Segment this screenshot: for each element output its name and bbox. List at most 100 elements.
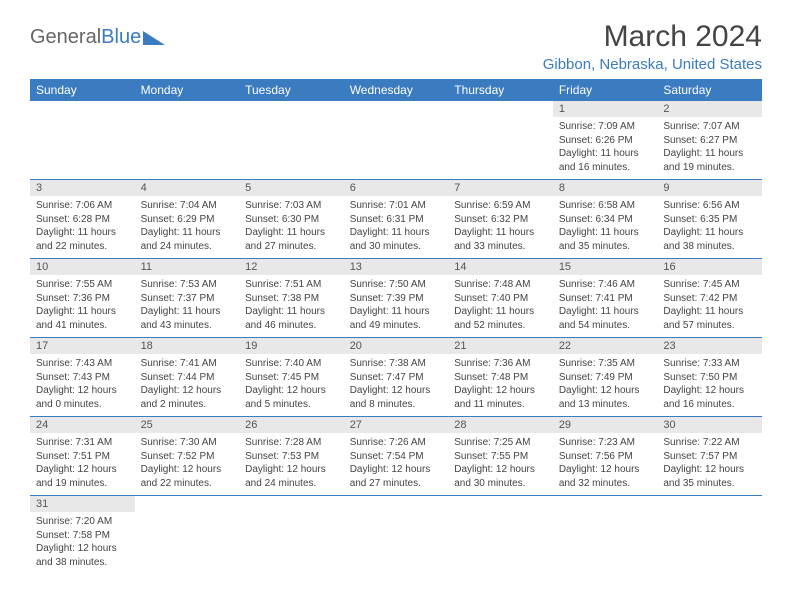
day-number: 28 xyxy=(448,417,553,433)
sunrise: Sunrise: 7:41 AM xyxy=(141,357,234,371)
day-number: 31 xyxy=(30,496,135,512)
sunset: Sunset: 6:29 PM xyxy=(141,213,234,227)
sunset: Sunset: 7:52 PM xyxy=(141,450,234,464)
daylight: Daylight: 12 hours and 5 minutes. xyxy=(245,384,338,411)
day-body: Sunrise: 7:06 AMSunset: 6:28 PMDaylight:… xyxy=(30,196,135,258)
sunrise: Sunrise: 7:35 AM xyxy=(559,357,652,371)
daylight: Daylight: 12 hours and 19 minutes. xyxy=(36,463,129,490)
sunrise: Sunrise: 7:48 AM xyxy=(454,278,547,292)
day-number: 19 xyxy=(239,338,344,354)
day-cell: 3Sunrise: 7:06 AMSunset: 6:28 PMDaylight… xyxy=(30,180,135,259)
sunset: Sunset: 7:49 PM xyxy=(559,371,652,385)
day-body: Sunrise: 7:46 AMSunset: 7:41 PMDaylight:… xyxy=(553,275,658,337)
daylight: Daylight: 12 hours and 2 minutes. xyxy=(141,384,234,411)
day-cell: 26Sunrise: 7:28 AMSunset: 7:53 PMDayligh… xyxy=(239,417,344,496)
sunset: Sunset: 7:53 PM xyxy=(245,450,338,464)
sunrise: Sunrise: 7:45 AM xyxy=(663,278,756,292)
day-number: 23 xyxy=(657,338,762,354)
day-cell: 15Sunrise: 7:46 AMSunset: 7:41 PMDayligh… xyxy=(553,259,658,338)
day-cell: 2Sunrise: 7:07 AMSunset: 6:27 PMDaylight… xyxy=(657,101,762,180)
daylight: Daylight: 12 hours and 24 minutes. xyxy=(245,463,338,490)
day-number: 14 xyxy=(448,259,553,275)
day-cell: 1Sunrise: 7:09 AMSunset: 6:26 PMDaylight… xyxy=(553,101,658,180)
day-cell xyxy=(344,496,449,575)
day-cell: 24Sunrise: 7:31 AMSunset: 7:51 PMDayligh… xyxy=(30,417,135,496)
day-cell xyxy=(553,496,658,575)
weekday-monday: Monday xyxy=(135,79,240,101)
day-cell xyxy=(344,101,449,180)
daylight: Daylight: 12 hours and 22 minutes. xyxy=(141,463,234,490)
day-number: 11 xyxy=(135,259,240,275)
day-cell: 6Sunrise: 7:01 AMSunset: 6:31 PMDaylight… xyxy=(344,180,449,259)
day-body: Sunrise: 7:26 AMSunset: 7:54 PMDaylight:… xyxy=(344,433,449,495)
weekday-wednesday: Wednesday xyxy=(344,79,449,101)
day-body: Sunrise: 7:36 AMSunset: 7:48 PMDaylight:… xyxy=(448,354,553,416)
daylight: Daylight: 12 hours and 11 minutes. xyxy=(454,384,547,411)
day-cell: 4Sunrise: 7:04 AMSunset: 6:29 PMDaylight… xyxy=(135,180,240,259)
sunrise: Sunrise: 7:55 AM xyxy=(36,278,129,292)
day-cell: 25Sunrise: 7:30 AMSunset: 7:52 PMDayligh… xyxy=(135,417,240,496)
flag-icon xyxy=(143,31,165,45)
daylight: Daylight: 11 hours and 19 minutes. xyxy=(663,147,756,174)
day-number: 9 xyxy=(657,180,762,196)
day-body: Sunrise: 7:43 AMSunset: 7:43 PMDaylight:… xyxy=(30,354,135,416)
day-body: Sunrise: 7:50 AMSunset: 7:39 PMDaylight:… xyxy=(344,275,449,337)
weekday-saturday: Saturday xyxy=(657,79,762,101)
day-number: 7 xyxy=(448,180,553,196)
day-number: 30 xyxy=(657,417,762,433)
daylight: Daylight: 12 hours and 32 minutes. xyxy=(559,463,652,490)
day-cell xyxy=(135,101,240,180)
daylight: Daylight: 12 hours and 0 minutes. xyxy=(36,384,129,411)
daylight: Daylight: 11 hours and 43 minutes. xyxy=(141,305,234,332)
day-number: 24 xyxy=(30,417,135,433)
day-number: 2 xyxy=(657,101,762,117)
daylight: Daylight: 11 hours and 54 minutes. xyxy=(559,305,652,332)
day-body: Sunrise: 6:58 AMSunset: 6:34 PMDaylight:… xyxy=(553,196,658,258)
sunset: Sunset: 6:32 PM xyxy=(454,213,547,227)
month-year: March 2024 xyxy=(543,20,762,54)
day-cell: 11Sunrise: 7:53 AMSunset: 7:37 PMDayligh… xyxy=(135,259,240,338)
sunset: Sunset: 6:34 PM xyxy=(559,213,652,227)
daylight: Daylight: 11 hours and 22 minutes. xyxy=(36,226,129,253)
sunset: Sunset: 6:31 PM xyxy=(350,213,443,227)
sunset: Sunset: 7:55 PM xyxy=(454,450,547,464)
daylight: Daylight: 12 hours and 8 minutes. xyxy=(350,384,443,411)
sunset: Sunset: 6:28 PM xyxy=(36,213,129,227)
day-cell: 27Sunrise: 7:26 AMSunset: 7:54 PMDayligh… xyxy=(344,417,449,496)
sunrise: Sunrise: 7:04 AM xyxy=(141,199,234,213)
sunrise: Sunrise: 7:23 AM xyxy=(559,436,652,450)
sunset: Sunset: 7:39 PM xyxy=(350,292,443,306)
day-cell: 29Sunrise: 7:23 AMSunset: 7:56 PMDayligh… xyxy=(553,417,658,496)
daylight: Daylight: 11 hours and 33 minutes. xyxy=(454,226,547,253)
daylight: Daylight: 11 hours and 24 minutes. xyxy=(141,226,234,253)
daylight: Daylight: 12 hours and 30 minutes. xyxy=(454,463,547,490)
day-body: Sunrise: 7:04 AMSunset: 6:29 PMDaylight:… xyxy=(135,196,240,258)
sunset: Sunset: 7:58 PM xyxy=(36,529,129,543)
sunset: Sunset: 7:36 PM xyxy=(36,292,129,306)
sunset: Sunset: 6:30 PM xyxy=(245,213,338,227)
day-number: 6 xyxy=(344,180,449,196)
day-body: Sunrise: 7:38 AMSunset: 7:47 PMDaylight:… xyxy=(344,354,449,416)
weekday-thursday: Thursday xyxy=(448,79,553,101)
sunset: Sunset: 7:43 PM xyxy=(36,371,129,385)
sunset: Sunset: 7:57 PM xyxy=(663,450,756,464)
day-number: 29 xyxy=(553,417,658,433)
day-cell: 31Sunrise: 7:20 AMSunset: 7:58 PMDayligh… xyxy=(30,496,135,575)
sunrise: Sunrise: 7:22 AM xyxy=(663,436,756,450)
sunrise: Sunrise: 7:30 AM xyxy=(141,436,234,450)
sunrise: Sunrise: 7:53 AM xyxy=(141,278,234,292)
daylight: Daylight: 11 hours and 52 minutes. xyxy=(454,305,547,332)
day-number: 21 xyxy=(448,338,553,354)
sunset: Sunset: 7:42 PM xyxy=(663,292,756,306)
sunset: Sunset: 7:51 PM xyxy=(36,450,129,464)
day-body: Sunrise: 6:56 AMSunset: 6:35 PMDaylight:… xyxy=(657,196,762,258)
logo: GeneralBlue xyxy=(30,26,165,49)
day-body: Sunrise: 7:33 AMSunset: 7:50 PMDaylight:… xyxy=(657,354,762,416)
daylight: Daylight: 11 hours and 46 minutes. xyxy=(245,305,338,332)
day-cell: 21Sunrise: 7:36 AMSunset: 7:48 PMDayligh… xyxy=(448,338,553,417)
day-cell: 18Sunrise: 7:41 AMSunset: 7:44 PMDayligh… xyxy=(135,338,240,417)
day-body: Sunrise: 7:22 AMSunset: 7:57 PMDaylight:… xyxy=(657,433,762,495)
day-number: 12 xyxy=(239,259,344,275)
sunrise: Sunrise: 7:03 AM xyxy=(245,199,338,213)
day-number: 13 xyxy=(344,259,449,275)
